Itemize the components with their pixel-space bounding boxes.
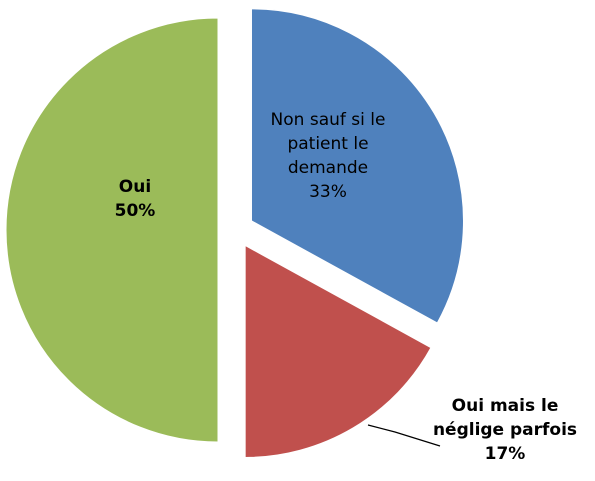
leader-line: [367, 424, 441, 447]
slice-label: Oui mais le néglige parfois 17%: [430, 394, 580, 466]
pie-slice: [5, 17, 219, 443]
slice-label: Oui 50%: [80, 175, 190, 223]
pie-slice: [244, 244, 432, 458]
value-label: 17%: [484, 444, 526, 464]
category-name: Oui: [118, 177, 152, 197]
category-name: Non sauf si le patient le demande: [270, 110, 386, 178]
slice-label: Non sauf si le patient le demande 33%: [268, 108, 388, 204]
category-name: Oui mais le néglige parfois: [432, 396, 578, 440]
value-label: 33%: [309, 182, 347, 202]
value-label: 50%: [114, 201, 156, 221]
pie-slice: [250, 8, 464, 324]
